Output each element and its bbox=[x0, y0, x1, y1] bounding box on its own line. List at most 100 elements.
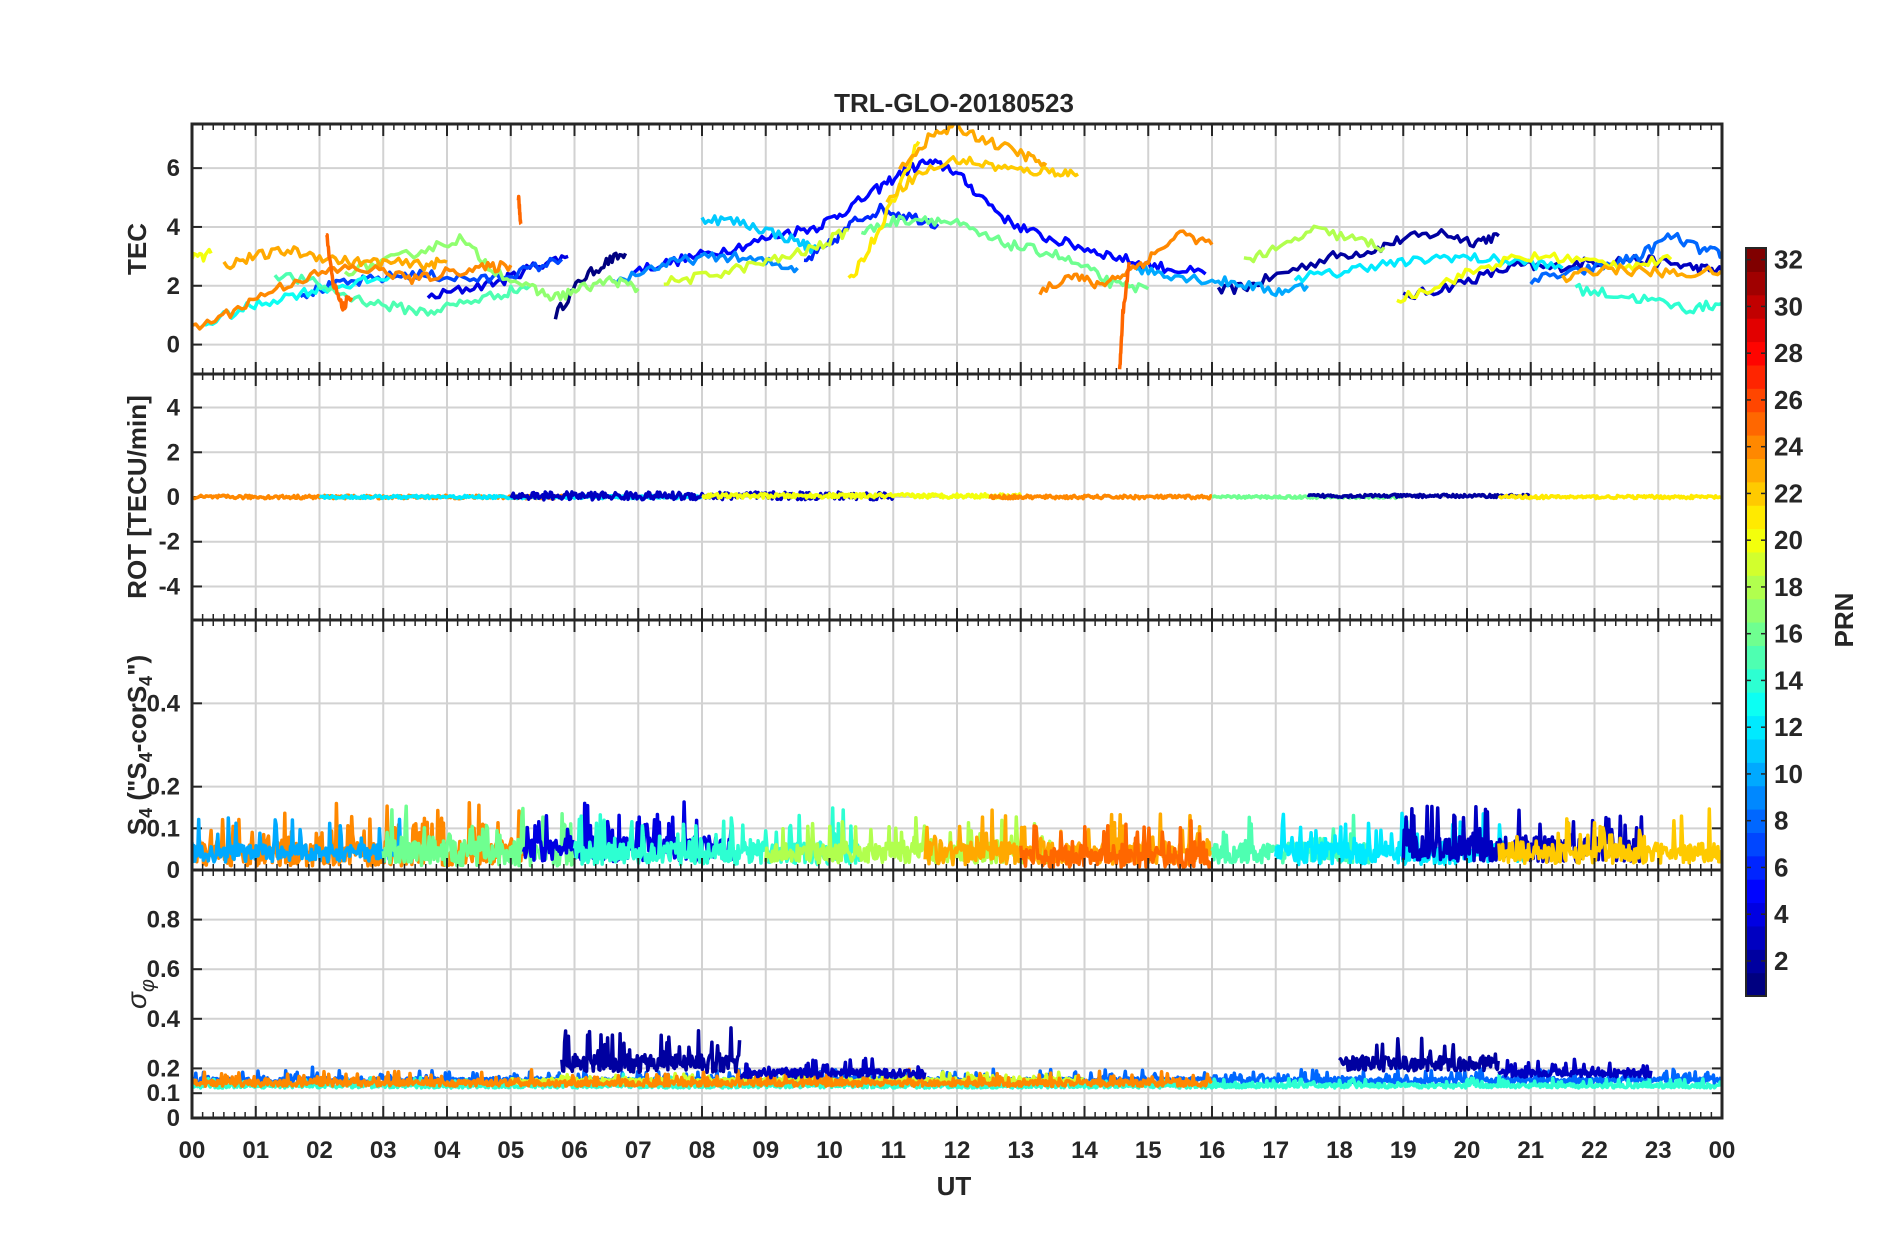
y-tick-label: 0.1 bbox=[147, 815, 180, 842]
series-prn-16 bbox=[381, 804, 576, 868]
colorbar-cell bbox=[1746, 738, 1766, 763]
series-prn-16 bbox=[860, 214, 1150, 294]
series-prn-8 bbox=[1529, 231, 1722, 286]
y-axis-label: TEC bbox=[122, 223, 152, 275]
colorbar-label: PRN bbox=[1829, 593, 1859, 648]
x-tick-label: 22 bbox=[1581, 1137, 1608, 1164]
colorbar-cell bbox=[1746, 411, 1766, 436]
y-axis-label-part: σ bbox=[121, 991, 152, 1009]
series-prn-21 bbox=[1497, 493, 1722, 501]
colorbar-cell bbox=[1746, 972, 1766, 997]
y-tick-label: -2 bbox=[159, 529, 180, 556]
y-axis-label: ROT [TECU/min] bbox=[122, 395, 152, 599]
x-tick-label: 00 bbox=[179, 1137, 206, 1164]
colorbar-cell bbox=[1746, 925, 1766, 950]
x-tick-label: 08 bbox=[689, 1137, 716, 1164]
colorbar-frame bbox=[1745, 247, 1767, 997]
y-tick-label: 0.4 bbox=[147, 1006, 181, 1033]
x-tick-label: 01 bbox=[242, 1137, 269, 1164]
colorbar-tick-label: 6 bbox=[1774, 852, 1788, 882]
series-prn-15 bbox=[273, 271, 532, 317]
y-tick-label: 0 bbox=[167, 332, 180, 359]
panel-data bbox=[192, 490, 1722, 502]
series-prn-3 bbox=[739, 1056, 927, 1080]
y-tick-label: 0 bbox=[167, 1105, 180, 1132]
series-prn-2 bbox=[1306, 492, 1532, 500]
colorbar-cell bbox=[1746, 481, 1766, 506]
colorbar-cell bbox=[1746, 692, 1766, 717]
colorbar-tick-label: 32 bbox=[1774, 245, 1803, 275]
colorbar-tick-label: 24 bbox=[1774, 432, 1803, 462]
colorbar-cell bbox=[1746, 318, 1766, 343]
series-prn-23 bbox=[898, 124, 1048, 170]
colorbar-cell bbox=[1746, 832, 1766, 857]
series-prn-11 bbox=[700, 214, 819, 255]
colorbar-tick-label: 16 bbox=[1774, 619, 1803, 649]
series-prn-13 bbox=[204, 274, 391, 327]
y-tick-label: -4 bbox=[159, 573, 181, 600]
x-tick-label: 15 bbox=[1135, 1137, 1162, 1164]
colorbar-cell bbox=[1746, 435, 1766, 459]
series-prn-20 bbox=[701, 491, 1023, 500]
y-axis-label-part: 4 bbox=[136, 808, 156, 818]
colorbar-tick-label: 12 bbox=[1774, 712, 1803, 742]
series-prn-24 bbox=[192, 1067, 1213, 1089]
y-tick-label: 6 bbox=[167, 155, 180, 182]
colorbar-cell bbox=[1746, 762, 1766, 787]
colorbar-tick-label: 8 bbox=[1774, 806, 1788, 836]
x-axis-label: UT bbox=[937, 1171, 972, 1201]
x-axis-ticks: 00 01 02 03 04 05 06 07 08 09 10 11 12 13 14 15 16 17 18 19… bbox=[179, 1137, 1736, 1164]
colorbar-tick-label: 22 bbox=[1774, 478, 1803, 508]
series-prn-24 bbox=[1038, 229, 1214, 296]
y-tick-label: 0.1 bbox=[147, 1080, 180, 1107]
x-tick-label: 10 bbox=[816, 1137, 843, 1164]
colorbar-cell bbox=[1746, 668, 1766, 693]
x-tick-label: 04 bbox=[434, 1137, 461, 1164]
series-prn-24 bbox=[988, 493, 1213, 501]
x-tick-label: 03 bbox=[370, 1137, 397, 1164]
x-tick-label: 06 bbox=[561, 1137, 588, 1164]
series-prn-22 bbox=[885, 155, 1080, 204]
series-prn-21 bbox=[847, 140, 921, 280]
x-tick-label: 23 bbox=[1645, 1137, 1672, 1164]
y-tick-label: 0.8 bbox=[147, 907, 180, 934]
y-axis-label-part: ("S bbox=[122, 762, 152, 808]
series-prn-3 bbox=[1402, 254, 1722, 301]
colorbar-tick-label: 14 bbox=[1774, 665, 1803, 695]
colorbar-tick-label: 26 bbox=[1774, 385, 1803, 415]
colorbar-cell bbox=[1746, 294, 1766, 319]
colorbar-tick-label: 2 bbox=[1774, 946, 1788, 976]
y-axis-label-part: 4 bbox=[136, 676, 156, 686]
series-prn-14 bbox=[572, 806, 863, 867]
x-tick-label: 20 bbox=[1454, 1137, 1481, 1164]
series-prn-5 bbox=[630, 158, 1207, 276]
colorbar-cell bbox=[1746, 341, 1766, 366]
panel-sigma: 00.10.2 0.4 0.6 0.8 σφ bbox=[121, 868, 1724, 1132]
colorbar-cell bbox=[1746, 248, 1766, 272]
series-prn-3 bbox=[1497, 1057, 1653, 1079]
y-axis-label-part: 4 bbox=[136, 752, 156, 762]
colorbar-cell bbox=[1746, 575, 1766, 600]
colorbar-tick-label: 30 bbox=[1774, 291, 1803, 321]
y-tick-label: 2 bbox=[167, 273, 180, 300]
x-tick-label: 19 bbox=[1390, 1137, 1417, 1164]
colorbar-tick-label: 18 bbox=[1774, 572, 1803, 602]
series-prn-19 bbox=[663, 228, 849, 287]
colorbar-cell bbox=[1746, 809, 1766, 833]
series-prn-20 bbox=[192, 247, 213, 263]
y-axis-label-part: S bbox=[122, 818, 152, 835]
panel-frame bbox=[190, 868, 1724, 1120]
colorbar-cell bbox=[1746, 388, 1766, 413]
colorbar-cell bbox=[1746, 505, 1766, 530]
series-prn-23 bbox=[1561, 263, 1722, 284]
series-prn-25 bbox=[516, 194, 523, 226]
y-tick-label: 0.6 bbox=[147, 956, 180, 983]
series-prn-10 bbox=[1134, 263, 1309, 298]
series-prn-2 bbox=[560, 1026, 742, 1075]
x-tick-label: 07 bbox=[625, 1137, 652, 1164]
colorbar-cell bbox=[1746, 855, 1766, 880]
colorbar-cell bbox=[1746, 622, 1766, 646]
colorbar-cell bbox=[1746, 271, 1766, 296]
panel-data bbox=[192, 124, 1722, 370]
